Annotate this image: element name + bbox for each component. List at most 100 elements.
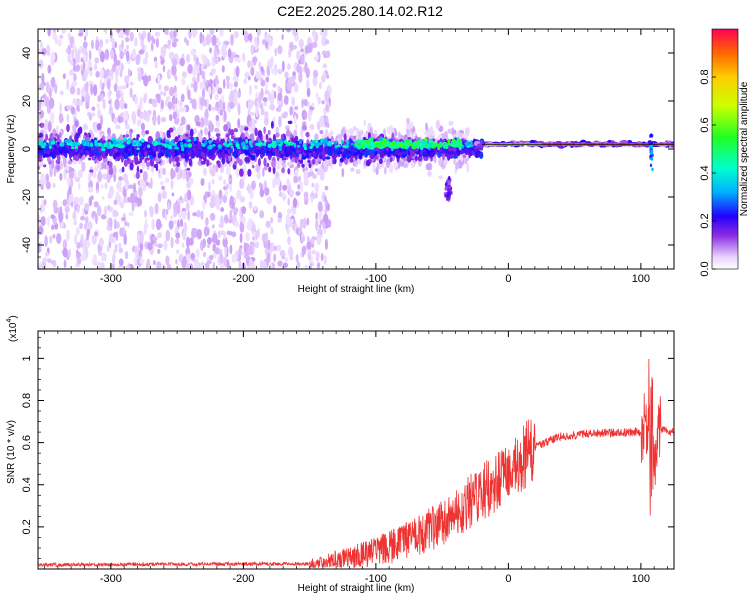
spectrogram-cell [233, 220, 239, 228]
spectrogram-cell [171, 64, 177, 76]
spectrogram-cell [186, 167, 191, 171]
spectrogram-cell [323, 138, 328, 143]
spectrogram-cell [209, 71, 214, 77]
spectrogram-cell [62, 247, 68, 258]
spectrogram-cell [175, 232, 181, 239]
spectrogram-cell [393, 162, 399, 168]
spectrogram-cell [46, 173, 49, 182]
spectrogram-cell [435, 119, 441, 130]
spectrogram-cell [273, 253, 277, 263]
spectrogram-cell [81, 47, 87, 55]
spectrogram-cell [76, 204, 80, 214]
spectrogram-cell [137, 142, 142, 147]
spectrogram-cell [277, 260, 283, 267]
spectrogram-cell [304, 111, 308, 120]
spectrogram-cell [352, 152, 358, 157]
spectrogram-cell [145, 51, 149, 60]
spectrogram-cell [278, 143, 283, 147]
spectrogram-cell [134, 156, 139, 166]
spectrogram-cell [272, 245, 278, 251]
spectrogram-cell [124, 148, 129, 154]
spectrogram-cell [358, 130, 362, 140]
spectrogram-cell [69, 150, 75, 157]
spectrogram-cell [187, 189, 192, 201]
spectrogram-cell [233, 30, 239, 39]
spectrogram-cell [214, 74, 219, 85]
spectrogram-cell [433, 156, 437, 163]
spectrogram-cell [211, 34, 217, 47]
spectrogram-cell [318, 209, 323, 221]
spectrogram-cell [98, 251, 103, 256]
spectrogram-cell [97, 260, 101, 269]
spectrogram-cell [44, 96, 50, 107]
spectrogram-cell [248, 201, 253, 209]
spectrogram-cell [38, 146, 43, 154]
spectrogram-cell [155, 37, 159, 48]
spectrogram-cell [218, 175, 223, 181]
spectrogram-cell [120, 90, 124, 102]
spectrogram-cell [270, 226, 274, 235]
spectrogram-cell [447, 128, 453, 134]
spectrogram-cell [125, 50, 130, 62]
spectrogram-cell [51, 224, 55, 231]
spectrogram-cell [83, 69, 88, 80]
spectrogram-cell [192, 212, 198, 217]
spectrogram-cell [125, 179, 129, 185]
spectrogram-cell [239, 178, 244, 189]
spectrogram-cell [200, 210, 204, 220]
spectrogram-cell [322, 63, 328, 69]
spectrogram-cell [378, 136, 384, 141]
spectrogram-cell [241, 216, 246, 224]
spectrogram-cell [326, 123, 330, 128]
spectrogram-cell [114, 141, 119, 145]
spectrogram-cell [92, 84, 98, 96]
spectrogram-cell [352, 125, 357, 131]
spectrogram-cell [110, 149, 116, 153]
spectrogram-cell [78, 32, 84, 37]
spectrogram-cell [245, 138, 249, 144]
spectrogram-cell [122, 110, 128, 123]
spectrogram-cell [267, 143, 272, 149]
spectrogram-cell [239, 168, 244, 177]
spectrogram-cell [209, 47, 213, 54]
spectrogram-cell [103, 29, 107, 33]
spectrogram-cell [425, 163, 431, 171]
spectrogram-cell [158, 83, 162, 91]
spectrogram-cell [158, 142, 163, 145]
spectrogram-cell [323, 255, 328, 265]
spectrogram-cell [59, 90, 64, 96]
spectrogram-cell [157, 192, 162, 203]
spectrogram-cell [235, 143, 239, 148]
spectrogram-cell [217, 230, 221, 239]
spectrogram-cell [59, 131, 62, 138]
spectrogram-cell [278, 116, 282, 128]
spectrogram-cell [127, 222, 130, 228]
spectrogram-cell [285, 130, 290, 137]
spectrogram-cell [86, 91, 90, 100]
spectrogram-cell [47, 120, 52, 133]
spectrogram-cell [259, 210, 265, 219]
spectrogram-cell [293, 142, 297, 148]
spectrogram-cell [455, 161, 459, 170]
spectrogram-cell [59, 102, 63, 115]
spectrogram-cell [90, 195, 94, 201]
spectrogram-cell [189, 237, 194, 246]
spectrogram-cell [457, 139, 461, 143]
spectrogram-cell [119, 69, 123, 78]
spectrogram-cells [38, 29, 674, 269]
spectrogram-cell [47, 216, 50, 228]
spectrogram-cell [437, 146, 441, 151]
spectrogram-cell [166, 263, 172, 269]
spectrogram-cell [247, 168, 252, 177]
spectrogram-cell [270, 120, 274, 129]
spectrogram-cell [205, 217, 209, 226]
spectrogram-cell [263, 157, 267, 167]
spectrogram-cell [84, 145, 88, 151]
spectrogram-cell [161, 185, 166, 191]
spectrogram-cell [38, 101, 42, 111]
spectrogram-cell [203, 225, 209, 237]
spectrogram-cell [94, 57, 100, 64]
spectrogram-cell [166, 129, 171, 138]
spectrogram-cell [103, 205, 108, 216]
spectrogram-cell [172, 111, 177, 120]
